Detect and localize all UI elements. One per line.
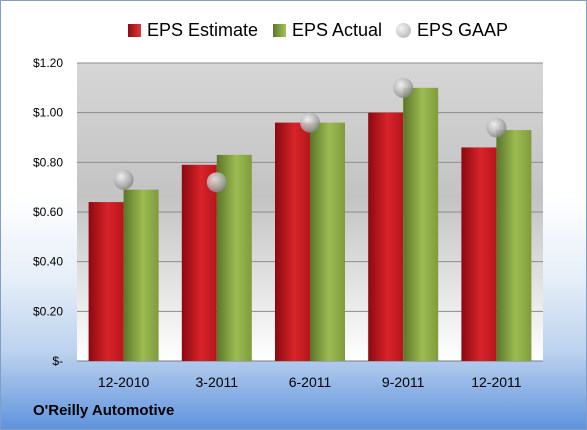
x-tick-label: 6-2011 [289, 374, 332, 390]
gaap-points [113, 77, 507, 193]
y-tick-label: $1.20 [33, 56, 63, 70]
legend-label-estimate: EPS Estimate [147, 19, 259, 40]
point-eps-gaap [113, 169, 134, 190]
y-tick-label: $0.40 [33, 255, 63, 269]
legend-item-estimate: EPS Estimate [128, 17, 258, 43]
bar-eps-estimate [461, 147, 497, 361]
bar-eps-estimate [181, 164, 217, 361]
legend-label-actual: EPS Actual [292, 19, 383, 40]
point-eps-gaap [206, 172, 227, 193]
bar-eps-estimate [275, 122, 310, 361]
x-tick-label: 12-2010 [98, 374, 150, 390]
y-tick-label: $0.60 [33, 205, 63, 219]
y-tick-label: $0.80 [33, 155, 63, 169]
y-axis-ticks: $- $0.20 $0.40 $0.60 $0.80 $1.00 $1.20 [33, 56, 63, 368]
bar-eps-estimate [88, 202, 124, 361]
bar-eps-actual [123, 189, 159, 361]
x-tick-label: 9-2011 [382, 374, 425, 390]
bar-eps-estimate [368, 112, 404, 362]
legend: EPS Estimate EPS Actual EPS GAAP [1, 17, 586, 43]
point-eps-gaap [393, 77, 414, 98]
legend-swatch-gaap [396, 22, 411, 38]
bar-eps-actual [310, 122, 345, 361]
x-tick-label: 3-2011 [196, 374, 239, 390]
legend-label-gaap: EPS GAAP [417, 19, 509, 40]
y-tick-label: $- [52, 354, 63, 368]
company-name: O'Reilly Automotive [33, 402, 175, 419]
bar-eps-actual [496, 130, 532, 361]
bar-eps-actual [403, 87, 439, 361]
y-tick-label: $1.00 [33, 106, 63, 120]
point-eps-gaap [300, 112, 320, 133]
point-eps-gaap [486, 117, 507, 138]
legend-item-gaap: EPS GAAP [396, 17, 508, 43]
bars [88, 87, 532, 362]
y-tick-label: $0.20 [33, 304, 63, 318]
legend-item-actual: EPS Actual [273, 17, 382, 43]
x-tick-label: 12-2011 [471, 374, 522, 390]
legend-swatch-estimate [128, 23, 141, 37]
x-axis-ticks: 12-2010 3-2011 6-2011 9-2011 12-2011 [98, 374, 522, 390]
legend-swatch-actual [273, 23, 286, 37]
